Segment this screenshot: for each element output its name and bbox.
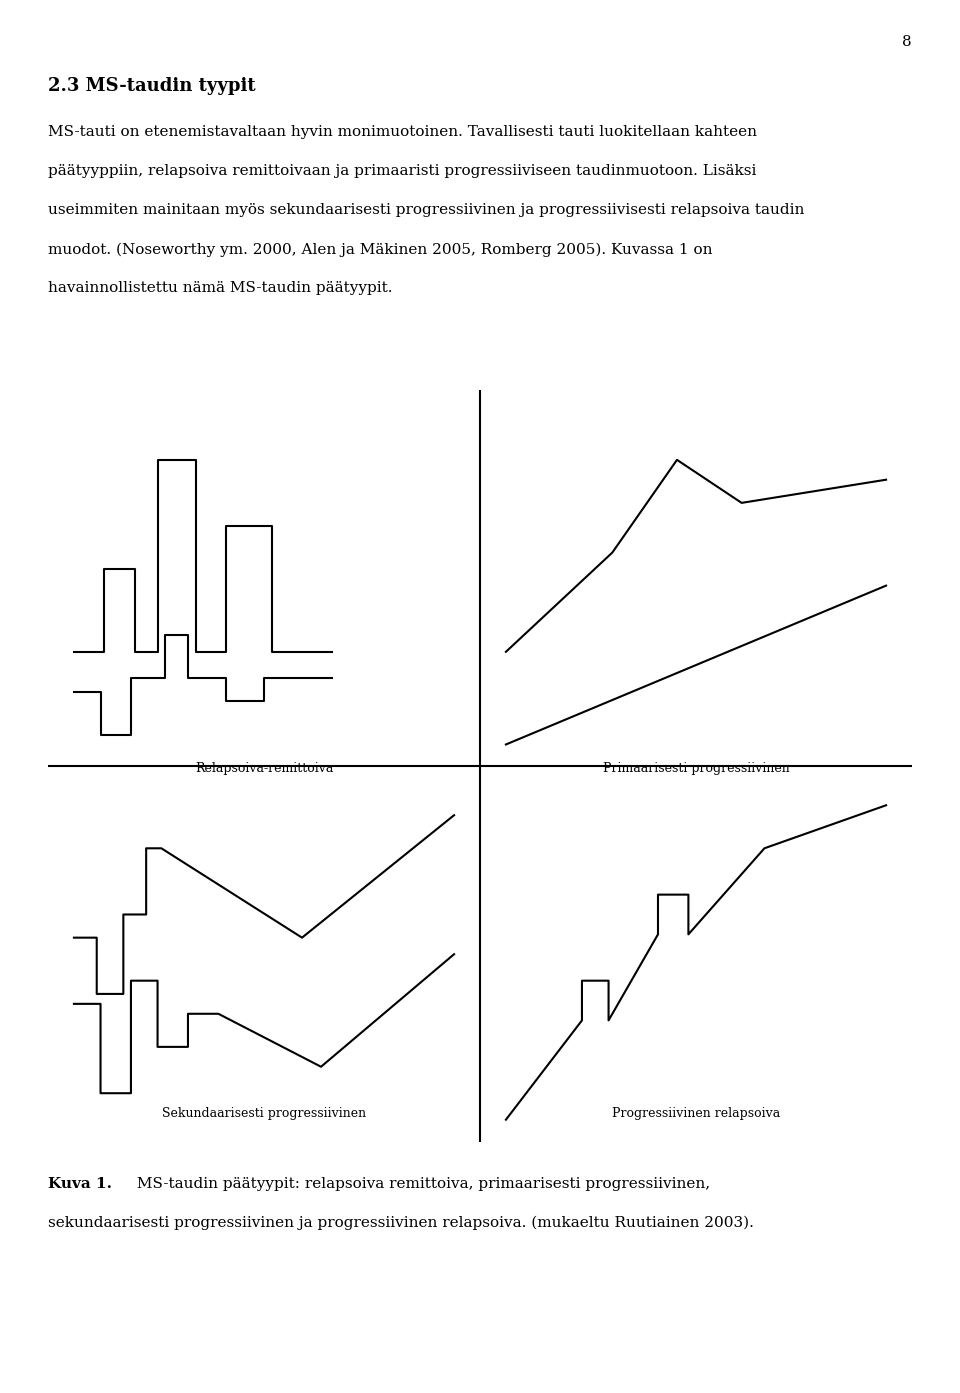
Text: Primaarisesti progressiivinen: Primaarisesti progressiivinen bbox=[603, 762, 789, 776]
Text: Progressiivinen relapsoiva: Progressiivinen relapsoiva bbox=[612, 1106, 780, 1120]
Text: 8: 8 bbox=[902, 35, 912, 49]
Text: MS-tauti on etenemistavaltaan hyvin monimuotoinen. Tavallisesti tauti luokitella: MS-tauti on etenemistavaltaan hyvin moni… bbox=[48, 125, 757, 139]
Text: sekundaarisesti progressiivinen ja progressiivinen relapsoiva. (mukaeltu Ruutiai: sekundaarisesti progressiivinen ja progr… bbox=[48, 1216, 754, 1230]
Text: Sekundaarisesti progressiivinen: Sekundaarisesti progressiivinen bbox=[162, 1106, 366, 1120]
Text: päätyyppiin, relapsoiva remittoivaan ja primaaristi progressiiviseen taudinmuoto: päätyyppiin, relapsoiva remittoivaan ja … bbox=[48, 164, 756, 178]
Text: useimmiten mainitaan myös sekundaarisesti progressiivinen ja progressiivisesti r: useimmiten mainitaan myös sekundaarisest… bbox=[48, 203, 804, 217]
Text: MS-taudin päätyypit: relapsoiva remittoiva, primaarisesti progressiivinen,: MS-taudin päätyypit: relapsoiva remittoi… bbox=[132, 1177, 710, 1191]
Text: 2.3 MS-taudin tyypit: 2.3 MS-taudin tyypit bbox=[48, 77, 255, 95]
Text: Relapsoiva-remittoiva: Relapsoiva-remittoiva bbox=[195, 762, 333, 776]
Text: havainnollistettu nämä MS-taudin päätyypit.: havainnollistettu nämä MS-taudin päätyyp… bbox=[48, 281, 393, 295]
Text: muodot. (Noseworthy ym. 2000, Alen ja Mäkinen 2005, Romberg 2005). Kuvassa 1 on: muodot. (Noseworthy ym. 2000, Alen ja Mä… bbox=[48, 242, 712, 256]
Text: Kuva 1.: Kuva 1. bbox=[48, 1177, 112, 1191]
